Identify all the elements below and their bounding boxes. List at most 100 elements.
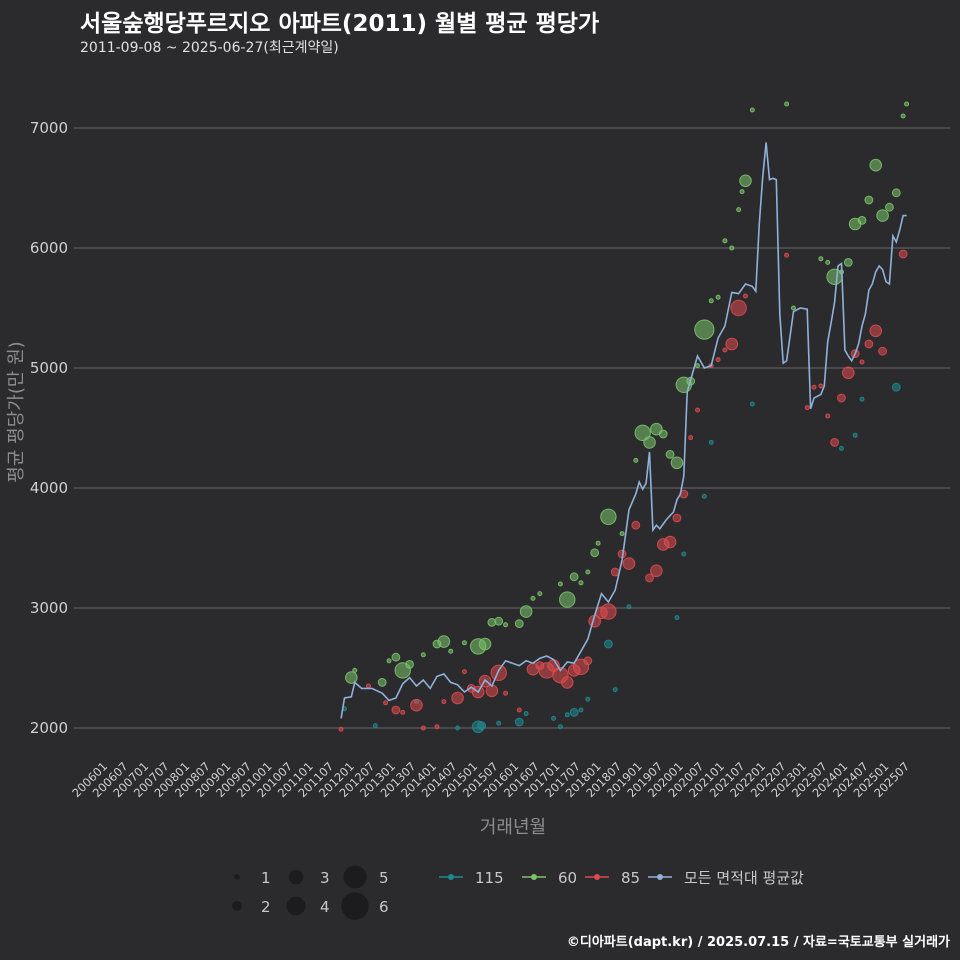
data-point-85 <box>461 669 467 675</box>
data-point-60 <box>530 595 536 601</box>
data-point-60 <box>557 581 563 587</box>
data-point-85 <box>878 346 887 356</box>
y-tick-label: 4000 <box>30 479 68 497</box>
data-point-60 <box>600 508 617 525</box>
data-point-115 <box>626 604 632 610</box>
data-point-85 <box>338 726 344 732</box>
legend-key-dot <box>531 874 537 880</box>
data-point-85 <box>420 725 426 731</box>
legend-key-dot <box>448 874 454 880</box>
size-legend-symbol <box>343 865 367 889</box>
data-point-115 <box>564 712 570 718</box>
data-point-85 <box>784 252 790 258</box>
data-point-85 <box>804 405 810 411</box>
data-point-85 <box>391 705 401 715</box>
data-point-85 <box>715 357 721 363</box>
data-point-115 <box>585 696 591 702</box>
data-point-60 <box>345 671 358 684</box>
x-axis-title: 거래년월 <box>480 817 546 838</box>
data-point-60 <box>708 298 714 304</box>
data-point-85 <box>410 698 423 712</box>
color-legend: 115 60 85 모든 면적대 평균값 <box>439 869 804 887</box>
data-point-115 <box>701 493 707 499</box>
data-point-85 <box>631 520 641 530</box>
data-point-85 <box>503 690 509 696</box>
legend-label-60: 60 <box>558 869 577 887</box>
data-point-60 <box>857 216 867 225</box>
source-caption: ©디아파트(dapt.kr) / 2025.07.15 / 자료=국토교통부 실… <box>566 935 950 950</box>
data-point-115 <box>557 724 563 730</box>
data-point-115 <box>551 715 557 721</box>
data-point-60 <box>729 245 735 251</box>
data-point-85 <box>650 564 663 578</box>
data-point-85 <box>490 664 507 681</box>
data-point-60 <box>519 605 533 618</box>
size-legend-label: 5 <box>379 869 389 887</box>
data-point-60 <box>634 424 651 441</box>
data-point-60 <box>749 107 755 113</box>
data-point-85 <box>825 413 831 419</box>
legend-label-115: 115 <box>475 869 504 887</box>
size-legend-symbol <box>341 892 369 920</box>
data-point-60 <box>843 258 853 267</box>
size-legend-symbol <box>232 901 242 911</box>
data-point-60 <box>904 101 910 107</box>
data-point-60 <box>578 580 584 586</box>
data-point-60 <box>695 363 701 369</box>
data-point-60 <box>386 658 392 664</box>
data-point-85 <box>811 384 817 390</box>
data-point-85 <box>818 383 824 389</box>
chart-title: 서울숲행당푸르지오 아파트(2011) 월별 평균 평당가 <box>80 11 600 37</box>
data-point-85 <box>663 535 677 549</box>
y-tick-label: 2000 <box>30 719 68 737</box>
data-point-60 <box>665 450 675 459</box>
data-point-60 <box>739 174 752 188</box>
data-point-115 <box>569 708 579 717</box>
data-point-60 <box>585 569 591 575</box>
data-point-60 <box>461 640 467 646</box>
data-point-115 <box>708 439 714 445</box>
data-point-85 <box>383 700 389 706</box>
data-point-60 <box>790 305 796 311</box>
data-point-85 <box>842 366 855 380</box>
size-legend-label: 4 <box>320 898 330 916</box>
data-point-60 <box>494 616 504 626</box>
data-point-85 <box>672 513 682 523</box>
data-point-115 <box>838 445 844 451</box>
data-point-60 <box>405 660 415 669</box>
data-point-60 <box>722 238 728 244</box>
data-point-85 <box>830 438 839 447</box>
data-point-115 <box>477 721 486 730</box>
data-point-60 <box>869 158 883 172</box>
data-point-85 <box>864 339 874 349</box>
data-point-60 <box>537 591 543 597</box>
data-point-60 <box>891 188 901 198</box>
data-point-60 <box>391 652 401 662</box>
data-point-60 <box>643 436 656 449</box>
data-point-60 <box>736 207 742 213</box>
data-point-60 <box>437 635 451 648</box>
y-axis-title: 평균 평당가(만 원) <box>6 341 27 482</box>
data-point-85 <box>859 359 865 365</box>
data-point-60 <box>784 101 790 107</box>
size-legend-symbol <box>234 874 240 880</box>
data-point-60 <box>818 256 824 262</box>
data-point-85 <box>600 603 617 620</box>
data-point-115 <box>674 615 680 621</box>
data-point-115 <box>603 639 613 649</box>
chart-subtitle: 2011-09-08 ~ 2025-06-27(최근계약일) <box>80 40 339 56</box>
data-point-60 <box>514 619 524 628</box>
data-point-85 <box>516 707 522 713</box>
data-point-115 <box>496 720 502 726</box>
size-legend-label: 6 <box>379 898 389 916</box>
data-point-60 <box>694 319 715 340</box>
data-point-60 <box>633 457 639 463</box>
data-point-115 <box>372 723 378 729</box>
data-point-60 <box>619 531 625 537</box>
data-points <box>338 101 910 734</box>
data-point-60 <box>670 456 684 470</box>
data-point-115 <box>852 432 858 438</box>
y-tick-label: 6000 <box>30 239 68 257</box>
data-point-60 <box>658 429 668 439</box>
